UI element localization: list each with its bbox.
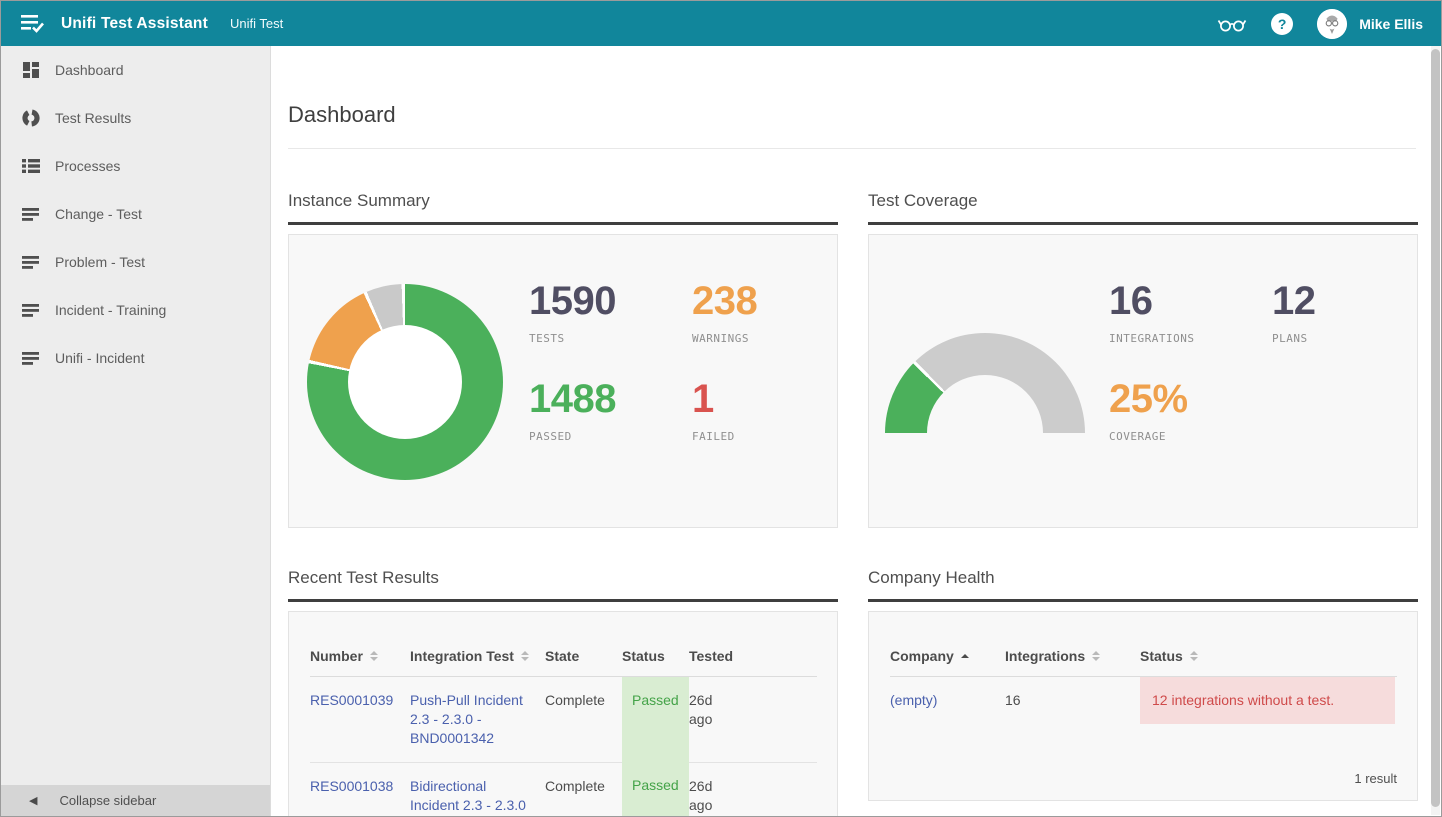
- sidebar-item-problem-test[interactable]: Problem - Test: [1, 238, 270, 286]
- sidebar-item-change-test[interactable]: Change - Test: [1, 190, 270, 238]
- help-icon[interactable]: ?: [1271, 12, 1294, 35]
- instance-summary-card: 1590 TESTS 238 WARNINGS 1488 PASSED 1: [288, 234, 838, 528]
- company-health-section: Company Health Company Integrations Stat…: [868, 568, 1418, 816]
- collapse-sidebar-label: Collapse sidebar: [59, 793, 157, 808]
- sidebar-item-dashboard[interactable]: Dashboard: [1, 46, 270, 94]
- recent-test-results-card: Number Integration Test State Status: [288, 611, 838, 816]
- column-header-number[interactable]: Number: [310, 640, 410, 677]
- sidebar-item-label: Change - Test: [55, 206, 142, 222]
- section-title-company-health: Company Health: [868, 568, 1418, 602]
- user-name: Mike Ellis: [1359, 15, 1423, 32]
- column-header-tested[interactable]: Tested: [689, 640, 817, 677]
- hamburger-check-icon: [21, 14, 44, 33]
- process-lines-icon: [21, 253, 41, 271]
- table-row-cell-company: (empty): [890, 677, 1005, 724]
- sidebar-item-incident-training[interactable]: Incident - Training: [1, 286, 270, 334]
- stat-integrations: 16 INTEGRATIONS: [1109, 279, 1195, 345]
- dashboard-grid-icon: [21, 61, 41, 79]
- table-row-cell-number: RES0001039: [310, 677, 410, 762]
- page-title: Dashboard: [288, 102, 396, 127]
- record-number-link[interactable]: RES0001038: [310, 777, 394, 794]
- menu-toggle-icon[interactable]: [21, 14, 45, 34]
- process-lines-icon: [21, 349, 41, 367]
- stat-failed: 1 FAILED: [692, 377, 735, 443]
- table-row-cell-tested: 26d ago: [689, 761, 817, 816]
- sort-icon: [1189, 651, 1198, 661]
- column-header-state[interactable]: State: [545, 640, 622, 677]
- sidebar-item-label: Unifi - Incident: [55, 350, 145, 366]
- app-title: Unifi Test Assistant: [61, 14, 208, 32]
- results-count: 1 result: [1354, 771, 1397, 786]
- column-header-status[interactable]: Status: [1140, 640, 1397, 677]
- sort-icon: [369, 651, 378, 661]
- status-badge: Passed: [622, 677, 689, 762]
- stat-passed: 1488 PASSED: [529, 377, 616, 443]
- stat-warnings: 238 WARNINGS: [692, 279, 758, 345]
- test-coverage-card: 16 INTEGRATIONS 12 PLANS 25% COVERAGE: [868, 234, 1418, 528]
- sidebar-item-unifi-incident[interactable]: Unifi - Incident: [1, 334, 270, 382]
- sidebar-item-test-results[interactable]: Test Results: [1, 94, 270, 142]
- table-row-cell-integration-test: Push-Pull Incident 2.3 - 2.3.0 - BND0001…: [410, 677, 545, 762]
- instance-summary-donut: [307, 284, 503, 480]
- list-icon: [21, 157, 41, 175]
- table-row-cell-status: 12 integrations without a test.: [1140, 677, 1397, 724]
- process-lines-icon: [21, 205, 41, 223]
- company-health-card: Company Integrations Status (empty: [868, 611, 1418, 801]
- instance-summary-section: Instance Summary 1590 TESTS 238 WARNINGS: [288, 191, 838, 528]
- main-content: Dashboard Instance Summary 1590 TESTS: [271, 46, 1441, 816]
- section-title-recent-test-results: Recent Test Results: [288, 568, 838, 602]
- sidebar-item-label: Test Results: [55, 110, 132, 126]
- column-header-integrations[interactable]: Integrations: [1005, 640, 1140, 677]
- section-title-test-coverage: Test Coverage: [868, 191, 1418, 225]
- health-alert-badge: 12 integrations without a test.: [1140, 677, 1395, 724]
- integration-test-link[interactable]: Push-Pull Incident 2.3 - 2.3.0 - BND0001…: [410, 692, 523, 746]
- sort-asc-icon: [960, 654, 969, 658]
- glasses-icon[interactable]: [1217, 15, 1247, 33]
- table-row-cell-state: Complete: [545, 761, 622, 816]
- company-link[interactable]: (empty): [890, 692, 938, 708]
- section-title-instance-summary: Instance Summary: [288, 191, 838, 225]
- avatar[interactable]: [1317, 8, 1348, 39]
- scrollbar-thumb[interactable]: [1431, 49, 1440, 807]
- status-badge: Passed: [622, 761, 689, 816]
- sidebar-item-label: Dashboard: [55, 62, 124, 78]
- table-row-cell-integrations: 16: [1005, 692, 1021, 708]
- stat-tests: 1590 TESTS: [529, 279, 616, 345]
- pie-chart-icon: [21, 109, 41, 127]
- sort-icon: [1092, 651, 1101, 661]
- process-lines-icon: [21, 301, 41, 319]
- recent-test-results-section: Recent Test Results Number Integration T…: [288, 568, 838, 816]
- stat-plans: 12 PLANS: [1272, 279, 1316, 345]
- table-row-cell-tested: 26d ago: [689, 692, 713, 727]
- test-coverage-section: Test Coverage 16 INTEGRATIONS 12 PLAN: [868, 191, 1418, 528]
- title-divider: [288, 148, 1416, 149]
- app-header: Unifi Test Assistant Unifi Test ?: [1, 1, 1441, 46]
- donut-hole: [348, 325, 462, 439]
- column-header-integration-test[interactable]: Integration Test: [410, 640, 545, 677]
- sidebar-item-label: Incident - Training: [55, 302, 167, 318]
- integration-test-link[interactable]: Bidirectional Incident 2.3 - 2.3.0: [410, 777, 526, 813]
- column-header-status[interactable]: Status: [622, 640, 689, 677]
- table-row-cell-number: RES0001038: [310, 761, 410, 816]
- instance-name: Unifi Test: [229, 16, 284, 31]
- table-row-cell-integration-test: Bidirectional Incident 2.3 - 2.3.0: [410, 761, 545, 816]
- scrollbar-track[interactable]: [1431, 46, 1440, 815]
- collapse-sidebar-button[interactable]: ◀ Collapse sidebar: [1, 785, 270, 816]
- column-header-company[interactable]: Company: [890, 640, 1005, 677]
- collapse-arrow-icon: ◀: [29, 795, 38, 807]
- record-number-link[interactable]: RES0001039: [310, 692, 394, 708]
- test-coverage-gauge-wrap: [885, 333, 1085, 433]
- sidebar-item-label: Problem - Test: [55, 254, 145, 270]
- sidebar: Dashboard Test Results Processes: [1, 46, 271, 816]
- avatar-face-icon: [1317, 8, 1348, 39]
- sidebar-item-label: Processes: [55, 158, 121, 174]
- recent-results-table: Number Integration Test State Status: [310, 640, 817, 816]
- stat-coverage: 25% COVERAGE: [1109, 377, 1188, 443]
- sort-icon: [520, 651, 529, 661]
- table-row-cell-state: Complete: [545, 692, 605, 708]
- sidebar-item-processes[interactable]: Processes: [1, 142, 270, 190]
- company-health-table: Company Integrations Status (empty: [890, 640, 1397, 724]
